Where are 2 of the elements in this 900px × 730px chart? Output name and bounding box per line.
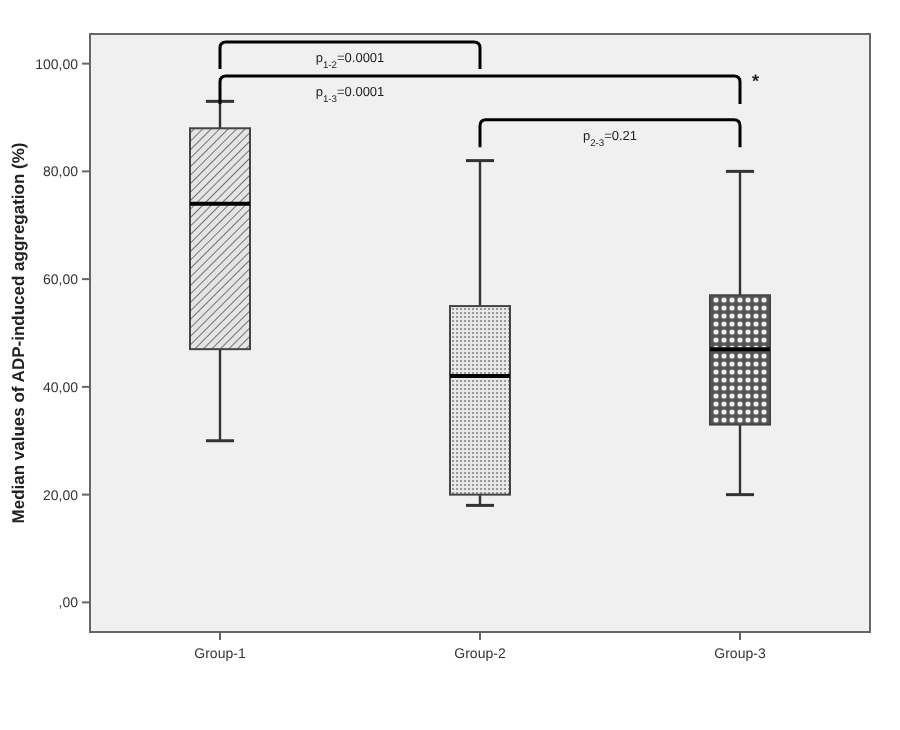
- annotation: *: [752, 70, 760, 91]
- y-axis-title: Median values of ADP-induced aggregation (%): [8, 142, 28, 524]
